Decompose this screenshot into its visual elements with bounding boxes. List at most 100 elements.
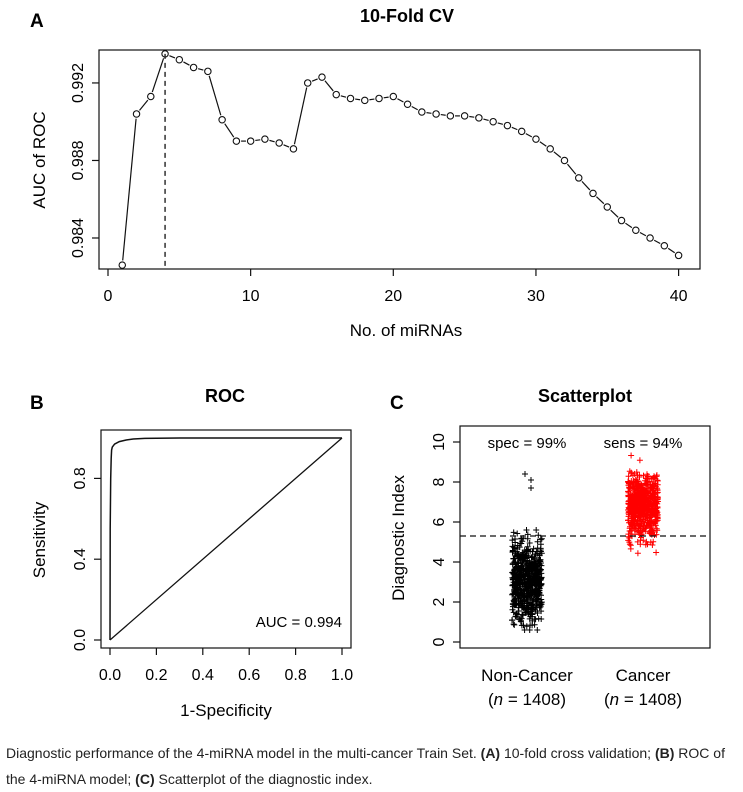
panel-a-title: 10-Fold CV [360,6,454,26]
scatter-point [535,577,542,584]
scatter-point [527,622,534,629]
scatter-point [511,601,518,608]
cv-point [432,110,440,118]
scatter-point [653,549,660,556]
scatter-point [650,478,657,485]
cv-line-segment [340,95,347,98]
scatter-point [519,601,526,608]
scatter-point [514,614,521,621]
cv-point [646,234,654,242]
cv-point [361,96,369,105]
cv-point [218,116,226,124]
panel-b-x-axis-label: 1-Specificity [180,701,272,720]
scatter-point [517,618,524,625]
scatter-point [528,554,535,561]
cv-point [175,55,184,64]
scatter-point [650,538,657,545]
scatter-point [642,482,649,489]
y-tick-label: 0.8 [72,467,89,489]
scatter-point [645,499,652,506]
scatter-point [509,591,516,598]
cv-point [189,63,198,72]
cv-point [232,137,241,145]
cv-line-segment [581,180,591,191]
scatter-point [513,571,520,578]
cv-point [389,92,398,101]
panel-a-x-axis: 0 10 20 30 40 [104,269,688,305]
cv-point [517,127,526,136]
scatter-point [519,611,526,618]
scatter-point [523,593,530,600]
panel-b-y-axis: 0.0 0.4 0.8 [72,467,101,651]
scatter-point [535,592,542,598]
scatter-point [537,536,544,543]
x-tick-label: 20 [384,288,402,305]
scatter-point [625,500,632,507]
scatter-point [625,473,632,480]
scatter-point [512,587,519,594]
scatter-point [636,509,643,516]
scatter-point [514,546,521,552]
cv-line-segment [383,96,389,99]
panel-b-x-axis: 0.0 0.2 0.4 0.6 0.8 1.0 [99,648,353,684]
cv-point [603,203,612,211]
scatter-point [520,557,527,564]
scatter-point [530,570,537,577]
scatter-point [653,525,660,532]
scatter-point [515,608,522,614]
scatter-point [652,501,659,507]
scatter-point [632,521,639,528]
scatter-point [529,561,536,568]
scatter-point [516,555,523,562]
scatter-point [534,586,540,593]
cv-point [503,121,512,130]
cv-line-segment [255,139,261,142]
caption-text-1: Diagnostic performance of the 4-miRNA mo… [6,745,481,761]
y-tick-label: 2 [431,597,448,606]
scatter-point [512,561,519,568]
cv-line-segment [151,58,165,93]
scatter-point [629,519,635,526]
panel-b-title: ROC [205,386,245,406]
scatter-point [523,623,530,630]
cv-point [475,114,483,122]
cv-point [489,117,497,126]
scatter-point [525,585,532,591]
panel-c-group-label-cancer: Cancer [616,666,671,685]
scatter-point [516,568,523,574]
x-tick-label: 30 [527,288,545,305]
scatter-point [632,486,639,493]
scatter-point [531,555,538,562]
scatter-point [533,595,540,602]
scatter-point [526,605,532,612]
scatter-point [518,562,524,569]
scatter-point [536,556,543,563]
scatter-point [650,520,657,527]
panel-c-plot-frame [459,425,711,649]
scatter-point [654,489,661,496]
x-tick-label: 1.0 [331,667,353,684]
cv-point [632,226,640,234]
scatter-point [645,507,652,514]
scatter-point [629,512,636,518]
panel-c-group-n-noncancer: (n = 1408) [488,690,566,709]
panel-a-plot-frame [98,49,701,270]
panel-a-label: A [30,11,44,32]
scatter-point [533,548,540,555]
scatter-point [523,588,529,595]
cv-point [318,73,326,81]
scatter-point [509,590,516,597]
y-tick-label: 0.992 [70,63,87,103]
scatter-point [644,471,650,478]
scatter-point [534,538,541,545]
diagonal-reference-line [109,437,343,641]
caption-text-2: 10-fold cross validation; [500,745,655,761]
scatter-point [649,512,656,519]
scatter-point [537,560,544,566]
y-tick-label: 0.984 [70,218,87,258]
scatter-point [640,472,647,479]
panel-a-y-axis-label: AUC of ROC [30,111,49,208]
scatter-point [639,500,646,507]
cv-line-segment [610,209,619,218]
scatter-point [632,497,639,504]
